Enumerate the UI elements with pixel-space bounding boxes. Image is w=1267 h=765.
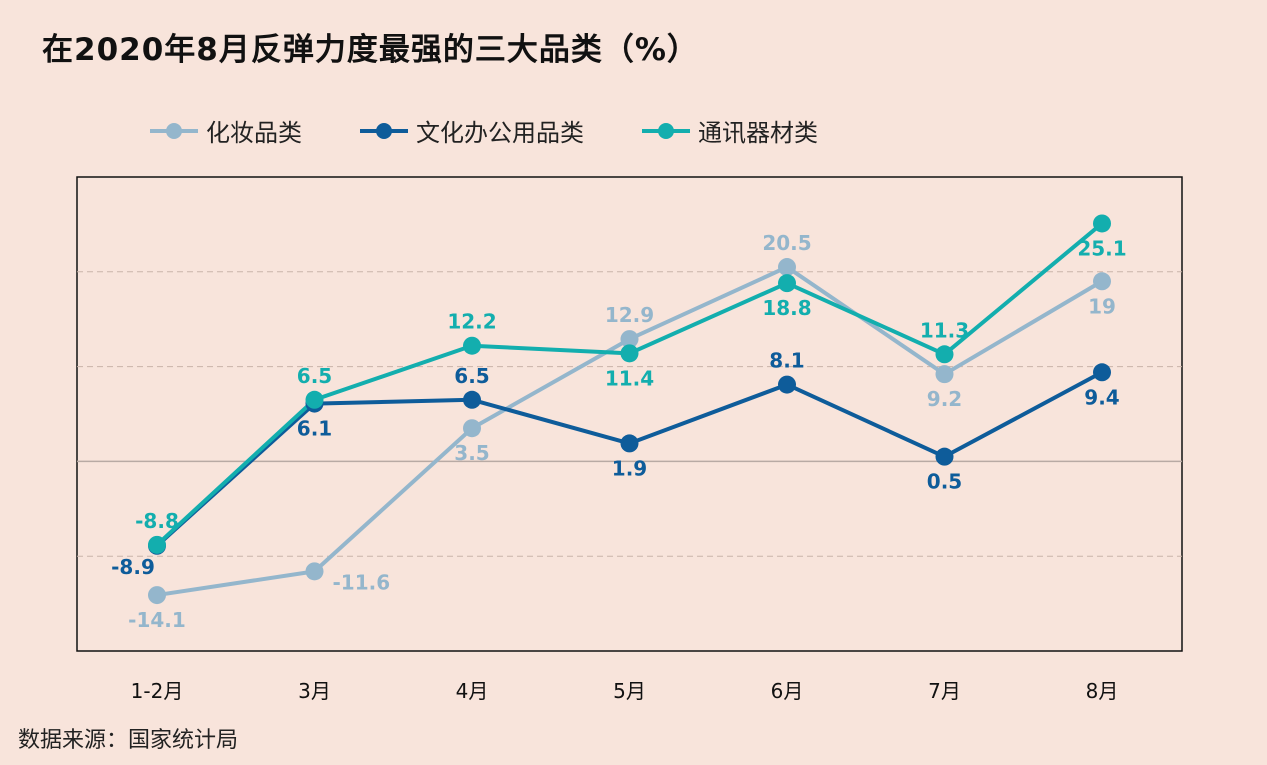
data-point-telecom [935, 345, 954, 364]
legend-label-telecom: 通讯器材类 [698, 119, 818, 147]
data-label-office: 6.5 [454, 364, 489, 388]
data-point-telecom [148, 535, 166, 554]
data-point-telecom [1093, 214, 1111, 233]
data-point-cosmetics [463, 419, 481, 438]
legend-swatch-office [360, 121, 408, 141]
data-label-telecom: 6.5 [297, 364, 332, 388]
data-label-cosmetics: 19 [1088, 294, 1116, 318]
data-point-office [463, 390, 481, 409]
data-point-cosmetics [935, 365, 954, 384]
legend-label-cosmetics: 化妆品类 [206, 119, 302, 147]
x-tick-label: 1-2月 [131, 679, 184, 703]
data-point-cosmetics [620, 330, 639, 349]
x-tick-label: 3月 [298, 679, 331, 703]
data-point-office [620, 434, 639, 453]
data-point-telecom [463, 336, 481, 355]
data-label-office: 9.4 [1084, 385, 1119, 409]
x-tick-label: 5月 [613, 679, 646, 703]
data-point-telecom [620, 344, 639, 363]
data-label-office: 1.9 [612, 456, 647, 480]
data-label-telecom: -8.8 [135, 509, 179, 533]
data-label-office: 6.1 [297, 417, 332, 441]
data-label-cosmetics: 9.2 [927, 387, 962, 411]
x-tick-label: 7月 [928, 679, 961, 703]
data-label-telecom: 11.3 [920, 318, 969, 342]
data-label-cosmetics: 12.9 [605, 303, 654, 327]
chart-legend: 化妆品类 文化办公用品类 通讯器材类 [150, 113, 818, 148]
data-label-office: 0.5 [927, 470, 962, 494]
plot-frame [76, 176, 1183, 652]
data-label-telecom: 12.2 [447, 310, 496, 334]
data-point-office [778, 375, 796, 394]
legend-item-telecom: 通讯器材类 [642, 113, 818, 148]
data-point-cosmetics [305, 562, 324, 581]
data-source-note: 数据来源：国家统计局 [18, 728, 239, 753]
data-label-office: -8.9 [111, 555, 155, 579]
legend-item-office: 文化办公用品类 [360, 113, 584, 148]
data-label-office: 8.1 [769, 349, 804, 373]
data-label-cosmetics: 20.5 [762, 231, 811, 255]
legend-swatch-cosmetics [150, 121, 198, 141]
data-label-cosmetics: -14.1 [128, 608, 186, 632]
chart-title: 在2020年8月反弹力度最强的三大品类（%） [42, 32, 699, 68]
data-label-telecom: 18.8 [762, 296, 811, 320]
data-point-telecom [778, 274, 796, 293]
data-point-cosmetics [148, 586, 166, 605]
x-tick-label: 4月 [456, 679, 489, 703]
data-point-cosmetics [778, 258, 796, 277]
x-tick-label: 8月 [1086, 679, 1119, 703]
data-label-cosmetics: 3.5 [454, 441, 489, 465]
data-label-cosmetics: -11.6 [333, 570, 391, 594]
legend-swatch-telecom [642, 121, 690, 141]
data-point-office [935, 447, 954, 466]
x-tick-label: 6月 [771, 679, 804, 703]
legend-item-cosmetics: 化妆品类 [150, 113, 302, 148]
data-point-office [1093, 363, 1111, 382]
legend-label-office: 文化办公用品类 [416, 119, 584, 147]
data-point-cosmetics [1093, 272, 1111, 291]
data-label-telecom: 11.4 [605, 366, 654, 390]
data-point-telecom [305, 390, 324, 409]
data-label-telecom: 25.1 [1077, 236, 1126, 260]
